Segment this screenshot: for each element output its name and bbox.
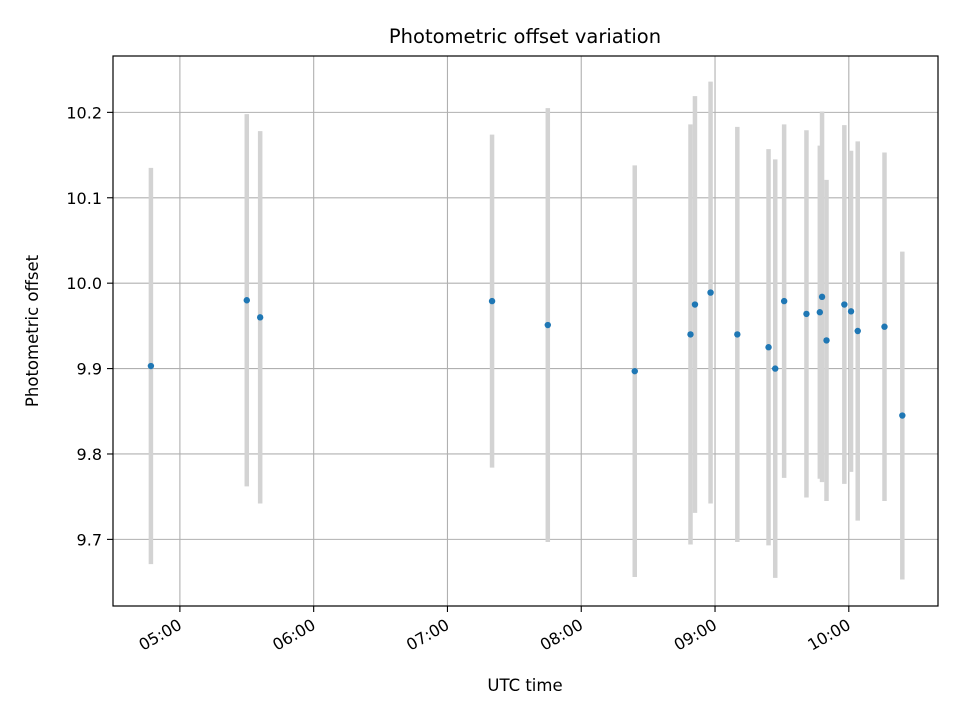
y-tick-label: 9.9: [77, 360, 102, 379]
data-point: [707, 289, 714, 296]
data-point: [899, 412, 906, 419]
x-axis-label: UTC time: [487, 676, 562, 695]
data-points: [147, 289, 906, 419]
data-point: [243, 297, 250, 304]
y-tick-label: 9.7: [77, 530, 102, 549]
y-axis-label: Photometric offset: [23, 254, 42, 407]
y-tick-label: 10.1: [66, 189, 102, 208]
data-point: [734, 331, 741, 338]
y-tick-label: 10.0: [66, 274, 102, 293]
y-axis: 9.7 9.8 9.9 10.0 10.1 10.2: [66, 103, 113, 549]
data-point: [780, 297, 788, 305]
data-point: [854, 327, 861, 335]
data-point: [488, 297, 496, 305]
data-point: [818, 293, 826, 301]
data-point: [147, 362, 155, 370]
data-point: [816, 309, 824, 316]
data-point: [881, 323, 888, 330]
data-point: [691, 301, 699, 308]
data-point: [687, 331, 694, 338]
data-point: [631, 367, 638, 375]
y-tick-label: 9.8: [77, 445, 102, 464]
data-point: [765, 344, 772, 351]
plot-frame: [112, 55, 939, 607]
data-point: [847, 308, 855, 315]
chart-title: Photometric offset variation: [389, 25, 661, 48]
data-point: [772, 365, 779, 372]
data-point: [256, 314, 264, 321]
data-point: [823, 337, 830, 344]
data-point: [803, 310, 810, 318]
data-point: [841, 301, 848, 308]
y-tick-label: 10.2: [66, 103, 102, 122]
data-point: [544, 321, 551, 329]
